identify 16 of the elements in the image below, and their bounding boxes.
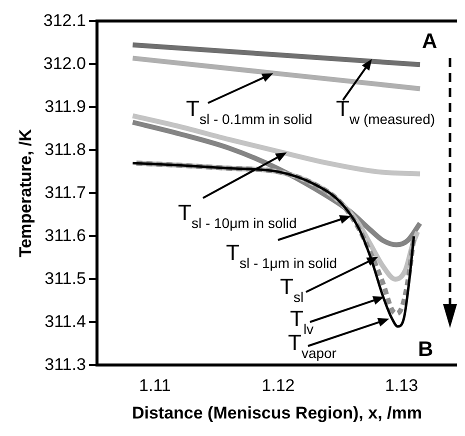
x-tick-label: 1.12: [262, 376, 295, 396]
y-tick-label: 311.5: [44, 268, 86, 288]
y-tick-label: 311.7: [44, 182, 86, 202]
y-tick-label: 311.4: [44, 312, 86, 331]
annotation: B: [418, 338, 434, 362]
y-tick-label: 311.6: [44, 226, 86, 245]
y-tick-label: 311.9: [44, 96, 86, 116]
y-tick-label: 312.0: [43, 54, 86, 73]
y-tick-label: 312.1: [43, 10, 86, 30]
y-tick-label: 311.8: [44, 140, 86, 159]
x-axis-title: Distance (Meniscus Region), x, /mm: [132, 403, 422, 422]
y-tick-label: 311.3: [44, 354, 86, 374]
annotation: A: [422, 30, 438, 54]
x-tick-label: 1.11: [138, 376, 171, 396]
y-axis-title: Temperature, /K: [16, 128, 35, 258]
x-tick-label: 1.13: [384, 376, 418, 396]
